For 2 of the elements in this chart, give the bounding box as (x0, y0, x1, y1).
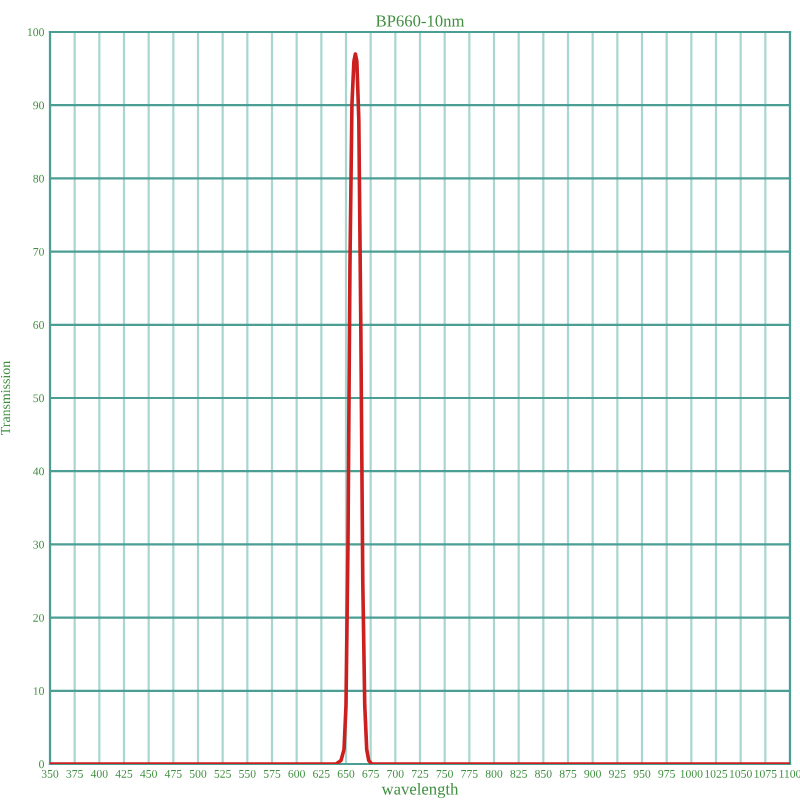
x-axis-title: wavelength (381, 782, 459, 799)
chart-title: BP660-10nm (376, 15, 465, 27)
